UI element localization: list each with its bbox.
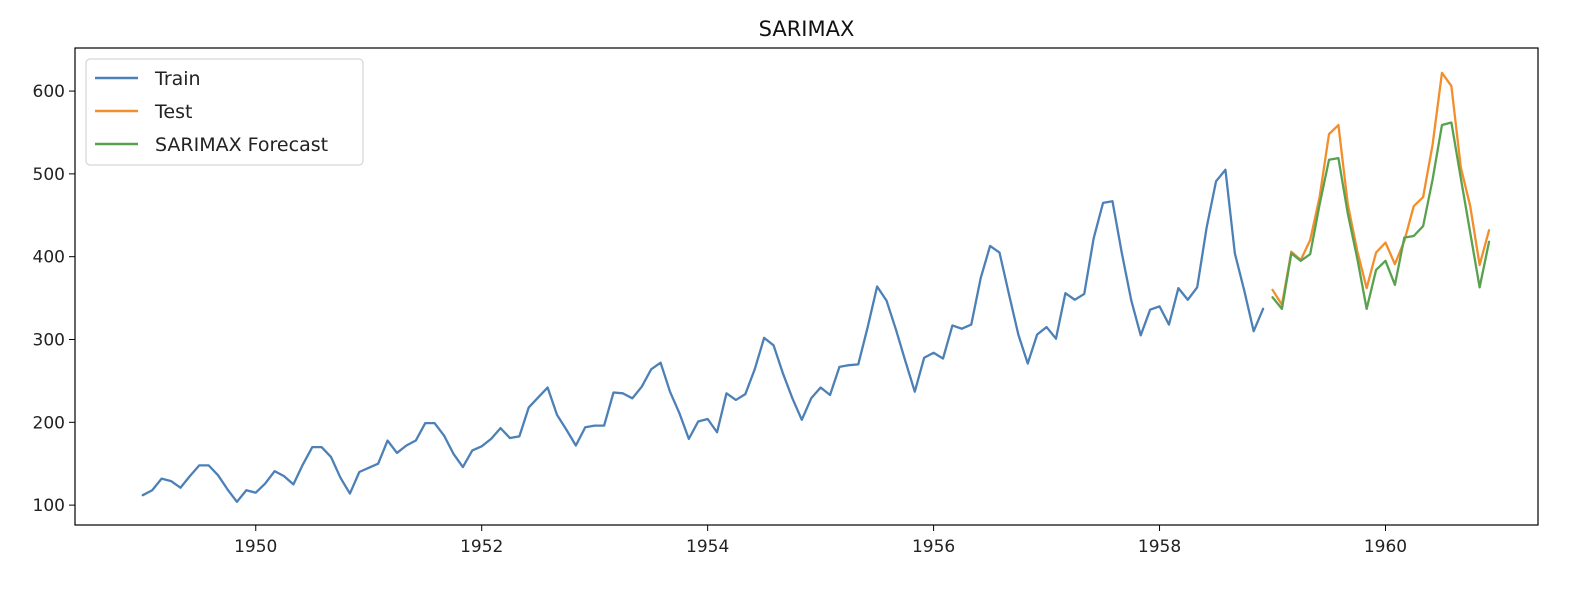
y-axis: 100 200 300 400 500 600 [33, 82, 75, 516]
legend-label-test: Test [154, 101, 192, 123]
x-tick-label: 1958 [1138, 537, 1181, 557]
y-tick-label: 600 [33, 82, 65, 102]
x-tick-label: 1956 [912, 537, 955, 557]
series-line-train [141, 168, 1265, 503]
y-tick-label: 500 [33, 165, 65, 185]
x-tick-label: 1950 [234, 537, 277, 557]
series-line-sarimax-forecast [1271, 121, 1491, 311]
legend-label-sarimax-forecast: SARIMAX Forecast [155, 134, 328, 156]
y-tick-label: 100 [33, 496, 65, 516]
legend: Train Test SARIMAX Forecast [85, 58, 364, 166]
y-tick-label: 400 [33, 248, 65, 268]
axes-frame [74, 47, 1539, 526]
x-tick-label: 1960 [1364, 537, 1407, 557]
series-line-test [1271, 71, 1491, 306]
x-axis: 1950 1952 1954 1956 1958 1960 [234, 525, 1407, 557]
y-tick-label: 300 [33, 331, 65, 351]
x-tick-label: 1954 [686, 537, 729, 557]
x-tick-label: 1952 [460, 537, 503, 557]
legend-label-train: Train [154, 68, 201, 90]
chart-title: SARIMAX [759, 17, 855, 41]
series-layer [141, 71, 1491, 503]
legend-box [85, 58, 364, 166]
y-tick-label: 200 [33, 413, 65, 433]
